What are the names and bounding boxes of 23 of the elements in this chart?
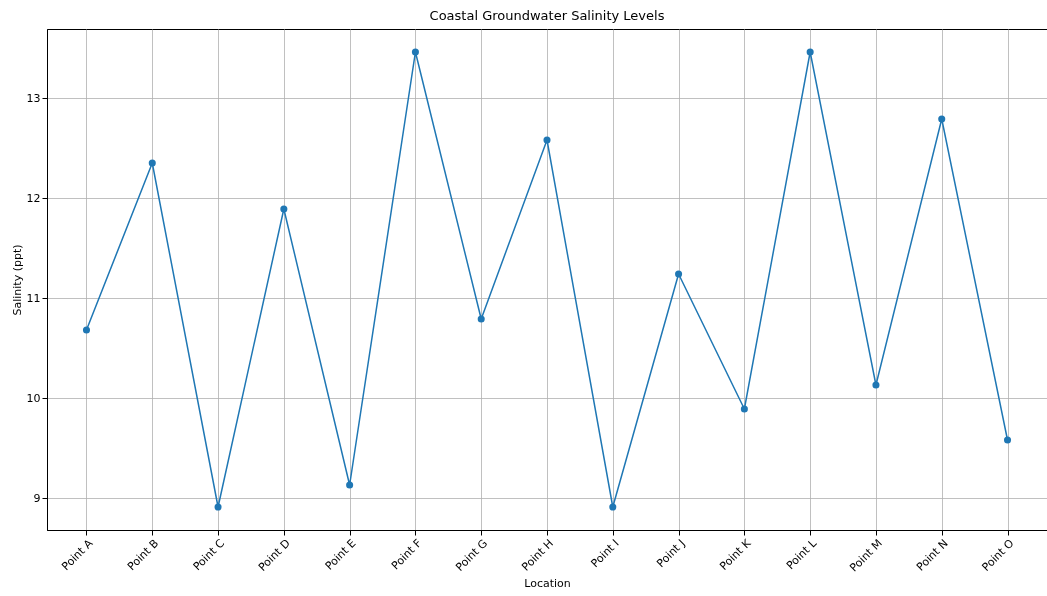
point <box>82 326 91 334</box>
y-tick-label: 9 <box>33 491 41 505</box>
y-tick-label: 10 <box>26 391 41 405</box>
y-axis-title: Salinity (ppt) <box>10 244 24 316</box>
point <box>411 48 419 56</box>
point <box>938 115 946 123</box>
point <box>872 381 880 389</box>
point <box>477 315 485 323</box>
point <box>1003 436 1012 444</box>
chart-title: Coastal Groundwater Salinity Levels <box>429 8 665 23</box>
y-tick-label: 12 <box>26 191 41 205</box>
y-tick-label: 13 <box>26 91 41 105</box>
point <box>280 205 288 213</box>
point <box>609 503 617 511</box>
point <box>148 159 156 167</box>
y-tick-label: 11 <box>26 291 41 305</box>
point <box>675 270 683 278</box>
point <box>740 405 748 413</box>
point <box>806 48 814 56</box>
point <box>543 136 551 144</box>
x-axis-title: Location <box>524 576 571 590</box>
point <box>346 481 354 489</box>
point <box>214 503 222 511</box>
